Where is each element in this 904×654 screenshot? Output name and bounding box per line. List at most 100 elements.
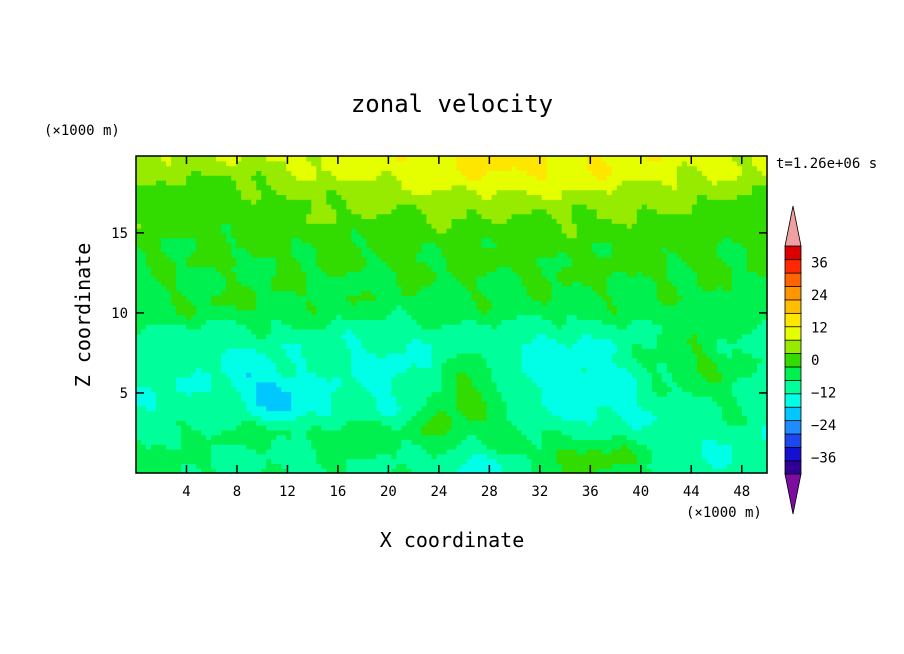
heatmap-cell <box>146 448 152 455</box>
heatmap-cell <box>211 309 217 316</box>
heatmap-cell <box>611 285 618 292</box>
heatmap-cell <box>661 372 668 378</box>
heatmap-cell <box>226 324 232 330</box>
heatmap-cell <box>746 290 753 296</box>
heatmap-cell <box>226 391 232 397</box>
heatmap-cell <box>696 328 703 335</box>
heatmap-cell <box>456 319 463 325</box>
heatmap-cell <box>246 405 252 412</box>
heatmap-cell <box>211 338 217 344</box>
heatmap-cell <box>516 328 523 335</box>
heatmap-cell <box>351 328 357 335</box>
heatmap-cell <box>666 458 673 464</box>
heatmap-cell <box>756 386 763 392</box>
heatmap-cell <box>356 439 362 445</box>
heatmap-cell <box>526 280 533 287</box>
heatmap-cell <box>251 376 257 383</box>
heatmap-cell <box>431 376 438 383</box>
heatmap-cell <box>336 424 342 431</box>
heatmap-cell <box>611 405 618 412</box>
heatmap-cell <box>596 429 603 436</box>
heatmap-cell <box>456 372 463 378</box>
heatmap-cell <box>336 367 342 373</box>
heatmap-cell <box>521 463 528 469</box>
heatmap-cell <box>226 295 232 301</box>
heatmap-cell <box>381 343 387 349</box>
heatmap-cell <box>751 444 758 450</box>
heatmap-cell <box>306 444 312 450</box>
heatmap-cell <box>496 338 503 344</box>
heatmap-cell <box>631 424 638 431</box>
heatmap-cell <box>741 405 748 412</box>
heatmap-cell <box>236 338 242 344</box>
heatmap-cell <box>671 391 678 397</box>
heatmap-cell <box>136 352 142 359</box>
heatmap-cell <box>201 357 207 364</box>
heatmap-cell <box>431 410 438 416</box>
heatmap-cell <box>631 405 638 412</box>
heatmap-cell <box>321 453 327 460</box>
heatmap-cell <box>586 453 593 460</box>
heatmap-cell <box>531 444 538 450</box>
heatmap-cell <box>696 304 703 311</box>
heatmap-cell <box>671 463 678 469</box>
heatmap-cell <box>606 439 613 445</box>
heatmap-cell <box>411 348 418 354</box>
heatmap-cell <box>261 415 267 421</box>
heatmap-cell <box>211 453 217 460</box>
heatmap-cell <box>686 463 693 469</box>
heatmap-cell <box>751 328 758 335</box>
heatmap-cell <box>291 405 297 412</box>
heatmap-cell <box>146 328 152 335</box>
heatmap-cell <box>441 396 448 402</box>
heatmap-cell <box>516 424 523 431</box>
heatmap-cell <box>141 391 147 397</box>
heatmap-cell <box>226 444 232 450</box>
heatmap-cell <box>756 376 763 383</box>
heatmap-cell <box>306 367 312 373</box>
heatmap-cell <box>616 338 623 344</box>
heatmap-cell <box>756 463 763 469</box>
heatmap-cell <box>646 410 653 416</box>
heatmap-cell <box>521 362 528 368</box>
heatmap-cell <box>581 324 588 330</box>
heatmap-cell <box>561 439 568 445</box>
heatmap-cell <box>226 362 232 368</box>
heatmap-cell <box>506 295 513 301</box>
heatmap-cell <box>321 424 327 431</box>
heatmap-cell <box>561 453 568 460</box>
heatmap-cell <box>306 319 312 325</box>
heatmap-cell <box>556 381 563 388</box>
heatmap-cell <box>531 372 538 378</box>
heatmap-cell <box>171 434 177 440</box>
heatmap-cell <box>216 304 222 311</box>
heatmap-cell <box>251 357 257 364</box>
heatmap-cell <box>711 463 718 469</box>
heatmap-cell <box>501 415 508 421</box>
heatmap-cell <box>426 285 433 292</box>
heatmap-cell <box>361 357 367 364</box>
heatmap-cell <box>671 420 678 426</box>
heatmap-cell <box>571 319 578 325</box>
heatmap-cell <box>586 333 593 340</box>
heatmap-cell <box>406 434 413 440</box>
heatmap-cell <box>236 324 242 330</box>
heatmap-cell <box>391 463 398 469</box>
heatmap-cell <box>671 352 678 359</box>
heatmap-cell <box>651 362 658 368</box>
heatmap-cell <box>186 429 192 436</box>
heatmap-cell <box>301 333 307 340</box>
heatmap-cell <box>156 372 162 378</box>
heatmap-cell <box>506 463 513 469</box>
heatmap-cell <box>316 400 322 407</box>
heatmap-cell <box>451 410 458 416</box>
heatmap-cell <box>721 400 728 407</box>
heatmap-cell <box>501 391 508 397</box>
heatmap-cell <box>631 420 638 426</box>
heatmap-cell <box>411 458 418 464</box>
heatmap-cell <box>406 444 413 450</box>
heatmap-cell <box>566 362 573 368</box>
heatmap-cell <box>356 463 362 469</box>
heatmap-cell <box>176 348 182 354</box>
heatmap-cell <box>331 285 337 292</box>
